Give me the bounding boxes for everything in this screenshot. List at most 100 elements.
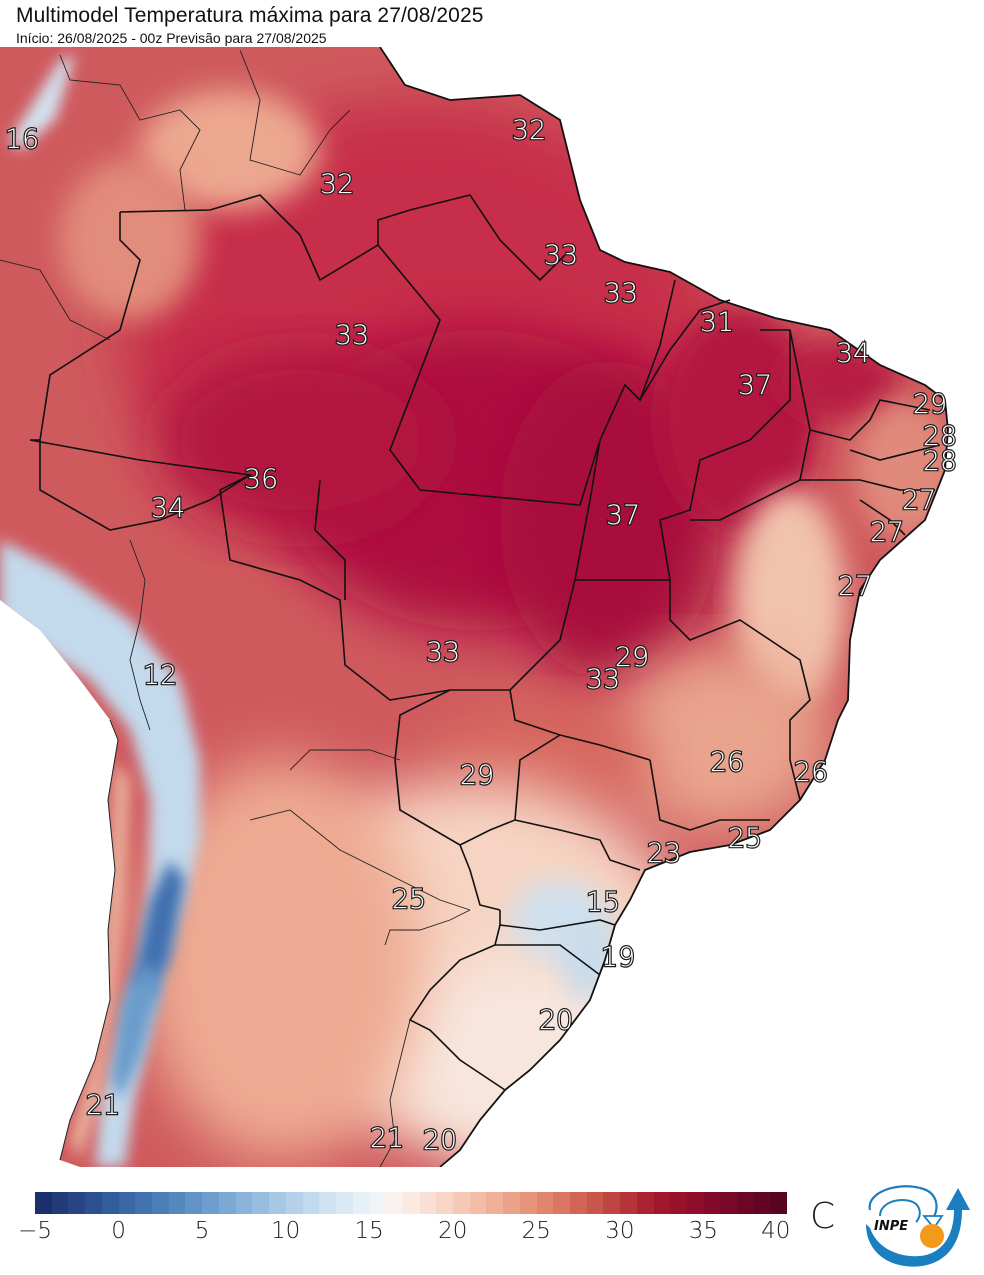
- temp-label: 33: [544, 240, 578, 271]
- page-title: Multimodel Temperatura máxima para 27/08…: [16, 4, 484, 27]
- colorbar-segment: [68, 1192, 86, 1214]
- temp-label: 25: [392, 884, 426, 915]
- tick-label: 5: [194, 1218, 210, 1244]
- coastline: [379, 47, 949, 1167]
- colorbar-segment: [636, 1192, 654, 1214]
- colorbar-segment: [352, 1192, 370, 1214]
- colorbar-segment: [202, 1192, 219, 1214]
- temperature-field: [0, 47, 948, 1167]
- orbit-arrow-inner-icon: [879, 1199, 921, 1223]
- colorbar: [35, 1192, 788, 1214]
- colorbar-segment: [85, 1192, 102, 1214]
- orbit-arrow-outer-icon: [868, 1185, 938, 1221]
- colorbar-segment: [302, 1192, 320, 1214]
- temp-label: 33: [426, 637, 460, 668]
- colorbar-segment: [653, 1192, 671, 1214]
- colorbar-ticks: −5 0 5 10 15 20 25 30 35 40: [18, 1218, 791, 1248]
- coastline-chile: [59, 719, 119, 1161]
- colorbar-segment: [101, 1192, 119, 1214]
- temp-label: 27: [902, 485, 936, 516]
- colorbar-segment: [452, 1192, 470, 1214]
- tick-label: 40: [761, 1218, 791, 1244]
- temp-label: 32: [320, 169, 354, 200]
- temp-label: 28: [923, 446, 957, 477]
- temp-label: 33: [335, 320, 369, 351]
- sun-icon: [920, 1224, 944, 1248]
- colorbar-segment: [486, 1192, 504, 1214]
- country-borders: [0, 49, 471, 1167]
- tick-label: 30: [605, 1218, 635, 1244]
- colorbar-segment: [269, 1192, 286, 1214]
- tick-label: 0: [111, 1218, 126, 1244]
- colorbar-segment: [118, 1192, 136, 1214]
- colorbar-segment: [285, 1192, 303, 1214]
- colorbar-segment: [218, 1192, 236, 1214]
- colorbar-segment: [620, 1192, 637, 1214]
- temp-label: 29: [615, 642, 649, 673]
- colorbar-segment: [152, 1192, 169, 1214]
- temp-label: 33: [586, 664, 620, 695]
- colorbar-segment: [436, 1192, 453, 1214]
- colorbar-segment: [737, 1192, 754, 1214]
- colorbar-segment: [235, 1192, 253, 1214]
- colorbar-segment: [386, 1192, 403, 1214]
- tick-label: 35: [688, 1218, 719, 1244]
- tick-label: 10: [271, 1218, 301, 1244]
- colorbar-segment: [553, 1192, 570, 1214]
- colorbar-segment: [687, 1192, 704, 1214]
- tick-label: −5: [18, 1218, 52, 1244]
- colorbar-segment: [135, 1192, 153, 1214]
- temp-label: 27: [838, 571, 872, 602]
- temp-label: 37: [738, 370, 772, 401]
- temp-label: 32: [512, 115, 546, 146]
- temp-label: 19: [601, 942, 635, 973]
- temperature-labels: 16 32 32 33 33 31 33 34 37 29 28 28 36 2…: [4, 114, 959, 1157]
- colorbar-segment: [252, 1192, 270, 1214]
- logo-text: INPE: [874, 1219, 908, 1234]
- colorbar-segment: [503, 1192, 520, 1214]
- temp-label: 34: [836, 338, 870, 369]
- colorbar-segment: [168, 1192, 186, 1214]
- colorbar-segment: [586, 1192, 604, 1214]
- temperature-map: 16 32 32 33 33 31 33 34 37 29 28 28 36 2…: [0, 47, 984, 1167]
- temp-label: 20: [423, 1125, 457, 1156]
- temp-label: 33: [604, 278, 638, 309]
- temp-label: 26: [710, 747, 744, 778]
- tick-label: 25: [521, 1218, 551, 1244]
- temp-label: 36: [244, 464, 278, 495]
- page-subtitle: Início: 26/08/2025 - 00z Previsão para 2…: [16, 30, 327, 46]
- colorbar-segment: [720, 1192, 738, 1214]
- colorbar-segment: [51, 1192, 69, 1214]
- colorbar-segment: [469, 1192, 487, 1214]
- colorbar-segment: [402, 1192, 420, 1214]
- colorbar-segment: [670, 1192, 688, 1214]
- colorbar-segment: [335, 1192, 353, 1214]
- tick-label: 20: [438, 1218, 468, 1244]
- temp-label: 15: [586, 887, 620, 918]
- temp-label: 31: [700, 307, 734, 338]
- temp-label: 27: [870, 517, 904, 548]
- state-borders: [29, 194, 941, 1091]
- colorbar-segment: [603, 1192, 621, 1214]
- colorbar-segment: [703, 1192, 721, 1214]
- temp-label: 12: [143, 660, 177, 691]
- colorbar-segment: [570, 1192, 587, 1214]
- colorbar-segment: [419, 1192, 437, 1214]
- colorbar-segment: [369, 1192, 387, 1214]
- arrow-swoosh-icon: [866, 1188, 970, 1267]
- temp-label: 25: [728, 823, 762, 854]
- tick-label: 15: [354, 1218, 384, 1244]
- temp-label: 20: [539, 1005, 573, 1036]
- inpe-logo: INPE: [858, 1180, 976, 1270]
- temp-label: 23: [647, 838, 681, 869]
- colorbar-segment: [519, 1192, 537, 1214]
- temp-label: 21: [86, 1090, 120, 1121]
- temp-label: 28: [923, 421, 957, 452]
- temp-label: 34: [151, 493, 185, 524]
- colorbar-segment: [536, 1192, 554, 1214]
- colorbar-segment: [35, 1192, 52, 1214]
- temp-label: 21: [370, 1123, 404, 1154]
- temp-label: 16: [5, 124, 39, 155]
- colorbar-segment: [319, 1192, 336, 1214]
- colorbar-segment: [185, 1192, 203, 1214]
